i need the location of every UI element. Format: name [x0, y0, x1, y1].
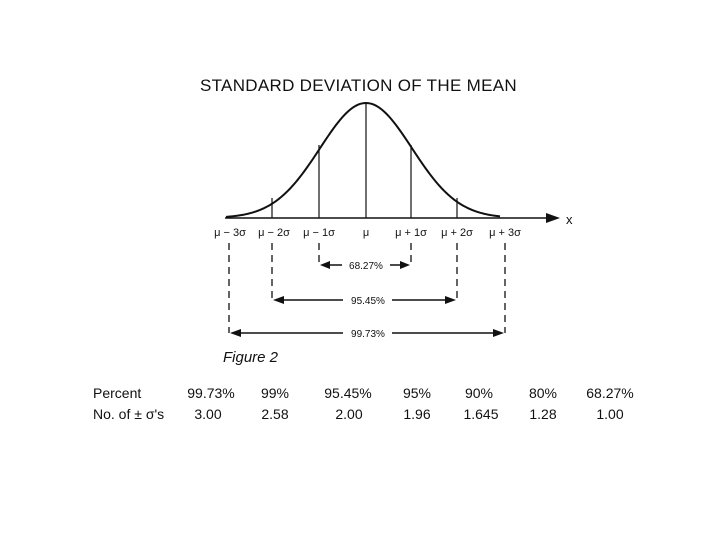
table-cell-sigmas: 2.00	[335, 406, 362, 422]
table-cell-sigmas: 1.00	[596, 406, 623, 422]
table-cell-percent: 80%	[529, 385, 557, 401]
table-cell-sigmas: 1.96	[403, 406, 430, 422]
tick-label-mean: μ	[363, 227, 369, 239]
table-cell-sigmas: 1.28	[529, 406, 556, 422]
figure-title: STANDARD DEVIATION OF THE MEAN	[200, 76, 517, 95]
table-cell-percent: 68.27%	[586, 385, 633, 401]
table-cell-percent: 90%	[465, 385, 493, 401]
tick-label-minus-3-sigma: μ − 3σ	[214, 227, 246, 239]
range-label-68: 68.27%	[349, 261, 383, 272]
tick-label-minus-1-sigma: μ − 1σ	[303, 227, 335, 239]
table-cell-percent: 99.73%	[187, 385, 234, 401]
table-cell-sigmas: 2.58	[261, 406, 288, 422]
tick-label-plus-2-sigma: μ + 2σ	[441, 227, 473, 239]
table-cell-sigmas: 1.645	[463, 406, 498, 422]
table-cell-sigmas: 3.00	[194, 406, 221, 422]
x-axis-label: x	[566, 212, 573, 227]
sigma-table: Percent No. of ± σ's 99.73% 99% 95.45% 9…	[93, 385, 634, 422]
bell-curve	[225, 101, 501, 218]
range-arrow-68: 68.27%	[320, 261, 410, 272]
range-label-99: 99.73%	[351, 329, 385, 340]
tick-label-minus-2-sigma: μ − 2σ	[258, 227, 290, 239]
figure-caption: Figure 2	[223, 349, 279, 366]
tick-label-plus-3-sigma: μ + 3σ	[489, 227, 521, 239]
range-arrow-95: 95.45%	[273, 296, 456, 307]
tick-label-plus-1-sigma: μ + 1σ	[395, 227, 427, 239]
table-cell-percent: 95%	[403, 385, 431, 401]
table-row-label-percent: Percent	[93, 385, 141, 401]
range-label-95: 95.45%	[351, 296, 385, 307]
range-arrow-99: 99.73%	[230, 329, 504, 340]
table-cell-percent: 95.45%	[324, 385, 371, 401]
table-row-label-sigmas: No. of ± σ's	[93, 406, 164, 422]
x-axis-arrow	[546, 213, 560, 223]
table-cell-percent: 99%	[261, 385, 289, 401]
